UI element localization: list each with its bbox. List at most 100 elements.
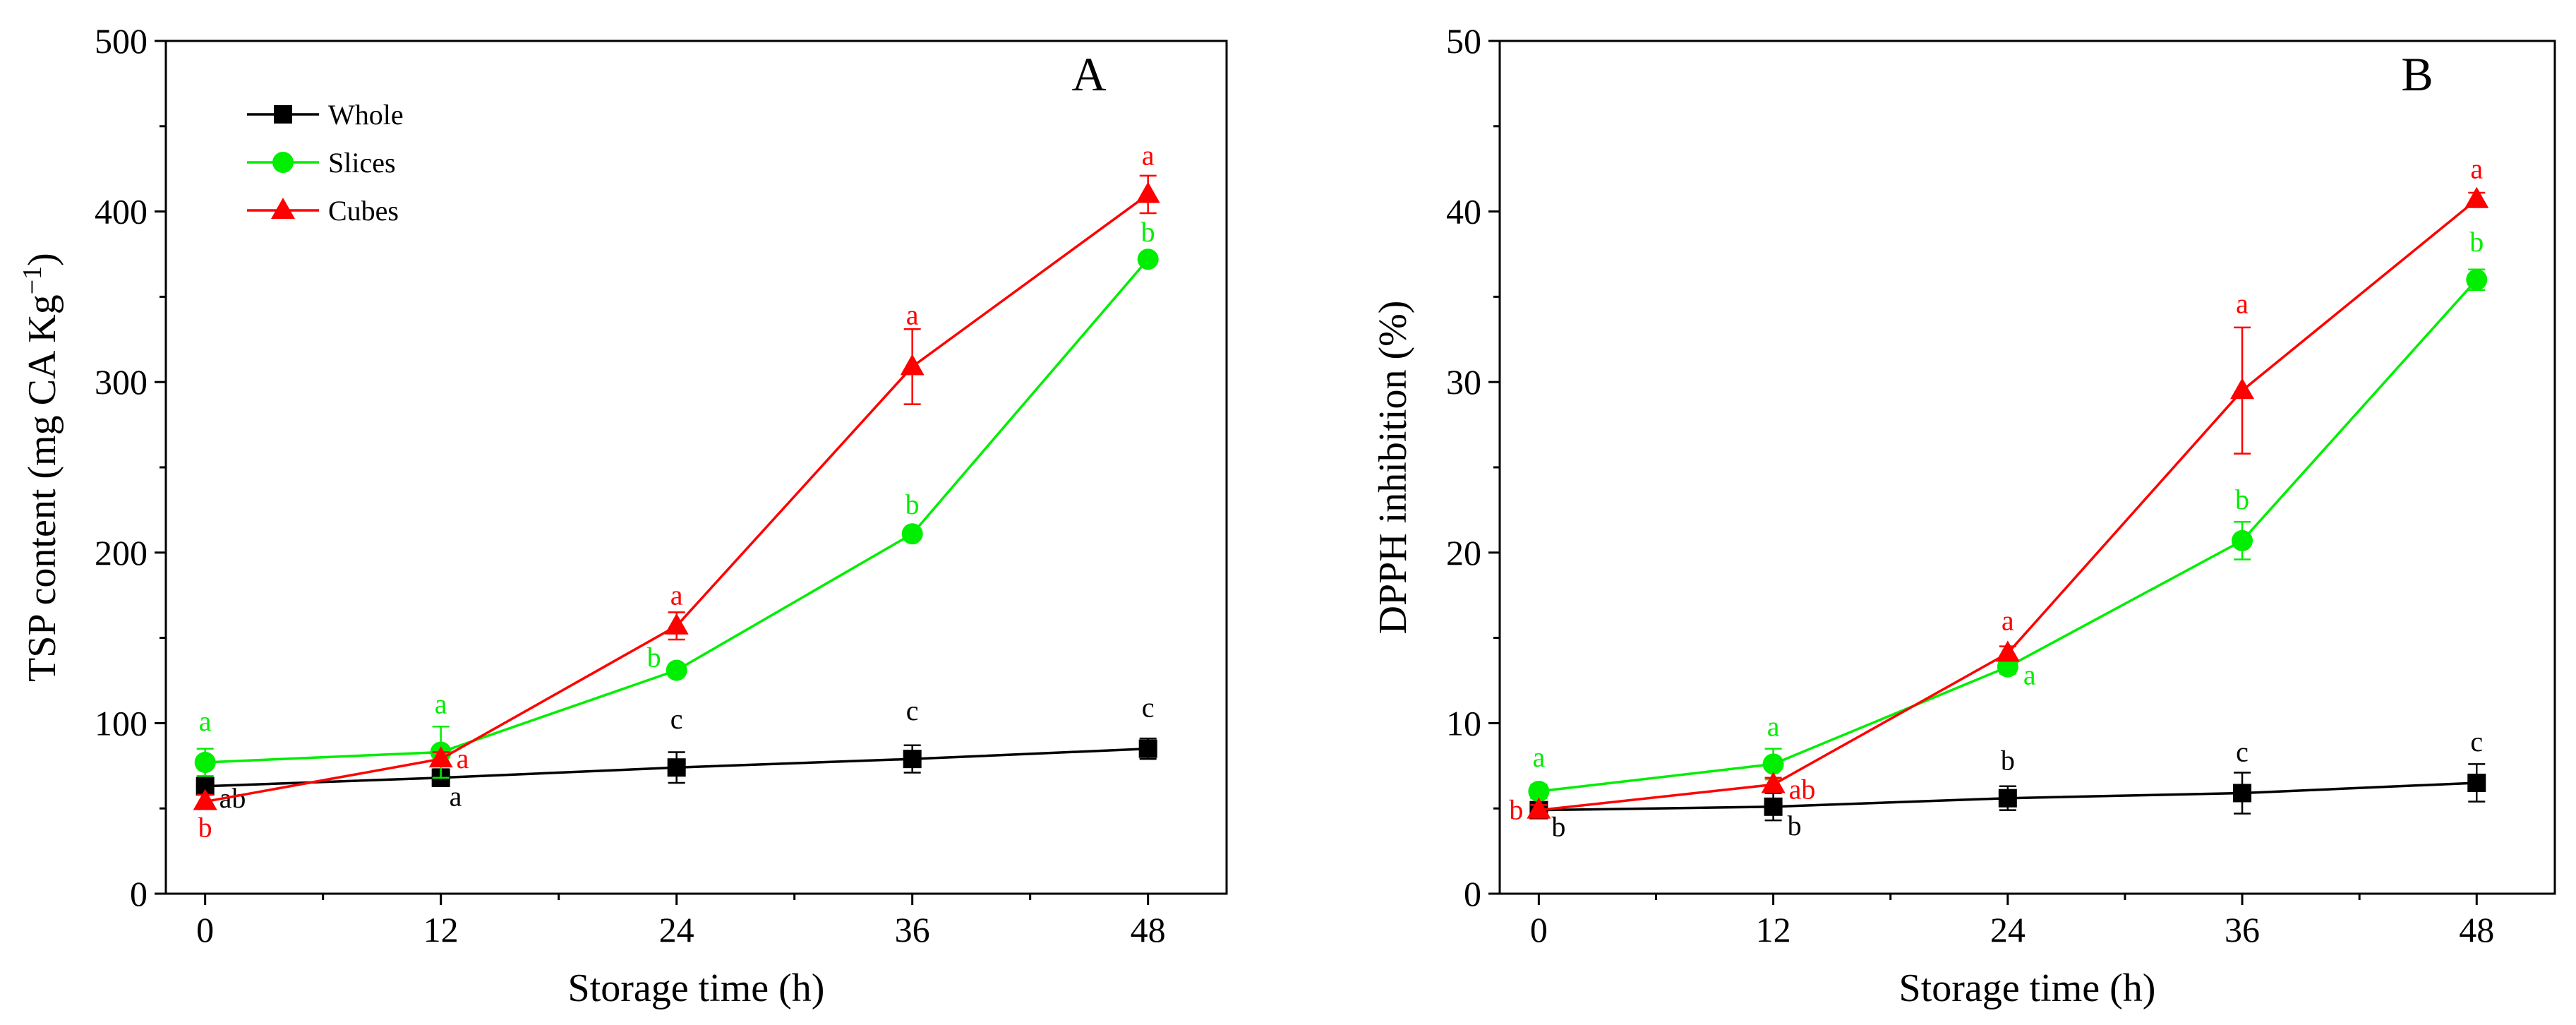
data-point [1527, 797, 1551, 819]
legend-marker [272, 152, 294, 173]
significance-letter: c [670, 703, 683, 735]
significance-letter: a [2002, 604, 2014, 636]
significance-letter: ab [1789, 773, 1816, 805]
y-tick-label: 10 [1446, 703, 1481, 743]
data-point [1998, 789, 2017, 808]
data-point [1764, 797, 1783, 816]
significance-letter: b [1141, 216, 1155, 248]
data-point [2467, 773, 2486, 792]
y-axis-label: DPPH inhibition (%) [1371, 301, 1415, 635]
significance-letter: a [670, 580, 683, 611]
x-tick-label: 24 [659, 910, 694, 949]
legend-marker [274, 105, 292, 124]
data-point [1528, 781, 1550, 803]
data-point [667, 758, 686, 777]
data-point [1762, 753, 1784, 775]
y-tick-label: 0 [1464, 874, 1481, 913]
y-axis-label-main: DPPH inhibition (%) [1371, 301, 1415, 635]
x-tick-label: 48 [2459, 910, 2494, 949]
significance-letter: b [2235, 484, 2249, 515]
data-point [1995, 640, 2020, 662]
legend-marker [271, 198, 295, 219]
data-point [903, 750, 922, 769]
significance-letter: b [905, 488, 920, 520]
y-tick-label: 30 [1446, 362, 1481, 402]
data-point [2232, 529, 2253, 551]
panel-label: B [2401, 47, 2433, 101]
data-point [664, 613, 689, 635]
data-point [1137, 248, 1159, 270]
data-point [900, 354, 925, 376]
x-tick-label: 0 [196, 910, 214, 949]
chart-panel-a: 0 12 24 36 48 0 100 200 300 400 500 Storage time (h… [18, 21, 1228, 1010]
significance-letter: a [906, 299, 919, 330]
y-axis-label-tail: ) [20, 253, 64, 266]
data-point [428, 746, 453, 768]
x-tick-label: 36 [895, 910, 930, 949]
data-point [1136, 181, 1160, 203]
x-tick-label: 24 [1990, 910, 2026, 949]
data-point [666, 659, 687, 681]
significance-letter: c [2470, 726, 2483, 757]
y-tick-label: 200 [95, 533, 148, 573]
y-tick-label: 500 [95, 21, 148, 61]
y-tick-label: 100 [95, 703, 148, 743]
x-tick-label: 12 [423, 910, 459, 949]
y-tick-label: 0 [130, 874, 148, 913]
significance-letter: a [1532, 741, 1545, 773]
y-tick-label: 300 [95, 362, 148, 402]
data-point [901, 523, 923, 545]
data-point [2466, 269, 2488, 291]
legend-label: Whole [328, 99, 404, 131]
significance-letter: c [906, 695, 919, 726]
significance-letter: b [1551, 811, 1565, 843]
significance-letter: a [2470, 153, 2483, 185]
significance-letter: b [1788, 810, 1802, 841]
significance-letter: a [1767, 710, 1780, 742]
y-tick-label: 40 [1446, 192, 1481, 232]
legend-label: Cubes [328, 195, 399, 227]
data-point [193, 789, 217, 810]
y-axis-label: TSP content (mg CA Kg−1) [18, 253, 64, 682]
data-point [2233, 784, 2252, 803]
significance-letter: a [435, 688, 447, 719]
significance-letter: a [199, 705, 212, 737]
significance-letter: a [1142, 139, 1155, 171]
significance-letter: a [450, 781, 462, 813]
series-line [1539, 198, 2478, 812]
y-tick-label: 20 [1446, 533, 1481, 573]
x-tick-label: 0 [1530, 910, 1548, 949]
data-point [194, 751, 216, 773]
panel-label: A [1071, 47, 1106, 101]
y-tick-label: 50 [1446, 21, 1481, 61]
significance-letter: b [1509, 794, 1523, 826]
data-point [2464, 186, 2489, 208]
x-tick-label: 36 [2225, 910, 2260, 949]
data-point [2230, 378, 2255, 400]
significance-letter: b [647, 642, 661, 673]
significance-letter: c [2236, 736, 2249, 767]
chart-panel-b: 0 12 24 36 48 0 10 20 30 40 50 Storage time (h) DPPH… [1371, 21, 2556, 1010]
x-tick-label: 12 [1756, 910, 1791, 949]
data-point [1761, 772, 1786, 793]
significance-letter: b [2469, 226, 2484, 258]
x-axis-label: Storage time (h) [1899, 966, 2156, 1010]
data-point [1138, 739, 1157, 758]
significance-letter: a [2236, 287, 2249, 319]
legend-label: Slices [328, 147, 396, 179]
significance-letter: c [1142, 692, 1155, 724]
series-whole: b b b c c [1529, 726, 2486, 843]
series-line [1539, 279, 2478, 793]
legend: Whole Slices Cubes [247, 99, 404, 227]
significance-letter: b [198, 812, 212, 844]
significance-letter: b [2001, 745, 2015, 777]
significance-letter: a [457, 743, 469, 774]
significance-letter: a [2023, 659, 2036, 691]
y-axis-label-sup: −1 [18, 266, 47, 294]
series-line [205, 258, 1149, 764]
y-tick-label: 400 [95, 192, 148, 232]
